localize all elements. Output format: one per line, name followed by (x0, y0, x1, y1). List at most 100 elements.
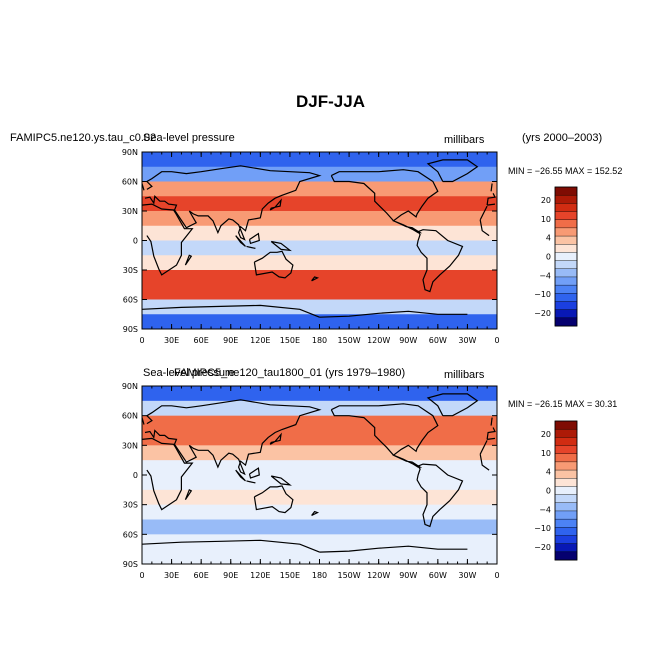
p2-colorbar-swatch (554, 494, 578, 504)
p2-coastline (235, 469, 246, 482)
p1-coastline (184, 254, 193, 266)
p1-xtick-label: 90E (223, 336, 238, 345)
p2-colorbar-label: 4 (546, 468, 551, 477)
p1-band-60 (142, 181, 497, 197)
p1-ytick-label: 90S (123, 325, 138, 334)
p1-colorbar-label: 4 (546, 234, 551, 243)
p2-xtick-label: 90E (223, 571, 238, 580)
panel2-case-label: FAMIPC5_ne120_tau1800_01 (yrs 1979–1980) (174, 367, 406, 379)
p1-ytick-label: 0 (133, 237, 138, 246)
p1-xtick-label: 120W (367, 336, 390, 345)
p1-coastline (416, 229, 464, 293)
p2-colorbar-swatch (554, 543, 578, 553)
p1-xtick-label: 30W (458, 336, 476, 345)
p2-xtick-label: 0 (139, 571, 144, 580)
p1-colorbar-frame (554, 186, 578, 327)
p1-coastline (248, 232, 260, 245)
panel2-units-label: millibars (444, 369, 485, 381)
p1-ytick-label: 30N (122, 207, 138, 216)
p1-ytick-label: 30S (123, 266, 138, 275)
panel1-variable-label: Sea-level pressure (143, 132, 235, 144)
p2-colorbar-swatch (554, 445, 578, 455)
p2-xtick-label: 60W (429, 571, 447, 580)
p2-colorbar-label: 20 (541, 430, 551, 439)
p1-coastline (426, 159, 479, 183)
p1-field (142, 152, 497, 329)
p2-coastline (248, 467, 260, 479)
p2-colorbar-frame (554, 420, 578, 561)
p2-xtick-label: 30E (164, 571, 179, 580)
p1-coastline (270, 240, 292, 252)
p2-ytick-label: 90N (122, 382, 138, 391)
p2-field (142, 386, 497, 564)
p1-band-30 (142, 211, 497, 227)
panel1-units-label: millibars (444, 134, 485, 146)
p2-band--30 (142, 504, 497, 520)
p1-band--15 (142, 255, 497, 271)
p1-colorbar-label: −10 (534, 290, 551, 299)
p1-coastline (330, 169, 439, 234)
p1-xtick-label: 0 (139, 336, 144, 345)
p1-coastline (246, 245, 256, 249)
p2-colorbar-swatch (554, 486, 578, 496)
p2-colorbar-swatch (554, 469, 578, 479)
p2-colorbar-swatch (554, 437, 578, 447)
p2-colorbar-label: −20 (534, 543, 551, 552)
p1-coastline (142, 203, 490, 276)
p2-coastline (269, 432, 282, 445)
p1-coastline (142, 304, 468, 318)
p1-band-0 (142, 240, 497, 256)
p1-ytick-label: 90N (122, 148, 138, 157)
p2-xtick-label: 150E (280, 571, 300, 580)
p2-colorbar-swatch (554, 478, 578, 487)
p1-xtick-label: 120E (250, 336, 270, 345)
p2-coastline (416, 463, 464, 528)
p2-colorbar-label: 10 (541, 449, 551, 458)
panel2-stats-label: MIN = −26.15 MAX = 30.31 (508, 399, 618, 409)
p2-xtick-label: 180 (312, 571, 327, 580)
p2-coastline (330, 403, 439, 468)
p2-xtick-label: 60E (194, 571, 209, 580)
panel2-variable-label: Sea-level pressure (143, 367, 235, 379)
p1-coastline (235, 235, 246, 247)
p2-band-15 (142, 460, 497, 476)
p1-coastline (144, 165, 496, 241)
p2-ytick-label: 90S (123, 560, 138, 569)
p1-xtick-label: 150W (337, 336, 360, 345)
p2-colorbar-label: 0 (546, 487, 551, 496)
p1-xtick-label: 60E (194, 336, 209, 345)
panel1-stats-label: MIN = −26.55 MAX = 152.52 (508, 166, 623, 176)
p2-xtick-label: 150W (337, 571, 360, 580)
p2-ytick-label: 30N (122, 441, 138, 450)
p2-band-60 (142, 415, 497, 431)
p2-colorbar-swatch (554, 461, 578, 471)
p2-coastline (253, 485, 294, 514)
p1-band--45 (142, 284, 497, 300)
p2-coastline (246, 480, 256, 484)
p2-colorbar-swatch (554, 428, 578, 438)
p1-band-15 (142, 225, 497, 241)
p2-colorbar-label: −10 (534, 524, 551, 533)
p1-colorbar-label: −4 (539, 271, 551, 280)
p2-band-45 (142, 430, 497, 446)
p2-band--45 (142, 519, 497, 535)
panel1-case-label: FAMIPC5.ne120.ys.tau_c0.02 (10, 132, 157, 144)
p1-xtick-label: 0 (494, 336, 499, 345)
p2-colorbar-swatch (554, 502, 578, 512)
p2-colorbar-swatch (554, 535, 578, 545)
p2-xtick-label: 120W (367, 571, 390, 580)
p1-xtick-label: 30E (164, 336, 179, 345)
p2-band-75 (142, 400, 497, 417)
p2-coastline (270, 475, 292, 486)
p2-xtick-label: 90W (399, 571, 417, 580)
p1-xtick-label: 150E (280, 336, 300, 345)
p2-ytick-label: 60S (123, 530, 138, 539)
p1-colorbar-label: 10 (541, 215, 551, 224)
p1-colorbar-label: 0 (546, 253, 551, 262)
p2-colorbar-label: −4 (539, 505, 551, 514)
p1-colorbar-label: −20 (534, 309, 551, 318)
p1-xtick-label: 180 (312, 336, 327, 345)
p1-xtick-label: 90W (399, 336, 417, 345)
